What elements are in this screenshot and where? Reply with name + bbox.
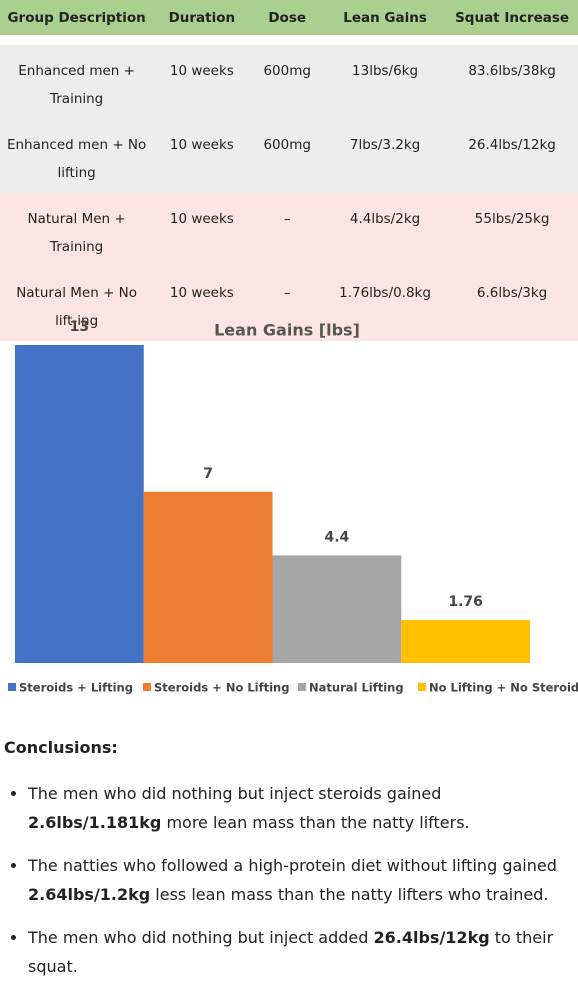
table-cell: 7lbs/3.2kg xyxy=(323,119,447,193)
data-label: 4.4 xyxy=(324,529,349,545)
table-cell: 13lbs/6kg xyxy=(323,45,447,119)
text: more lean mass than the natty lifters. xyxy=(161,813,470,832)
spacer xyxy=(0,35,578,45)
conclusion-item: The natties who followed a high-protein … xyxy=(28,851,578,909)
table-cell: 4.4lbs/2kg xyxy=(323,193,447,267)
header-cell: Squat Increase xyxy=(446,0,578,35)
legend-swatch xyxy=(8,683,16,691)
conclusions-heading: Conclusions: xyxy=(4,738,118,757)
table-cell: 10 weeks xyxy=(153,119,251,193)
legend-swatch xyxy=(298,683,306,691)
header-cell: Lean Gains xyxy=(323,0,447,35)
bar xyxy=(143,491,273,663)
conclusion-item: The men who did nothing but inject stero… xyxy=(28,779,578,837)
chart-title: Lean Gains [lbs] xyxy=(214,321,360,340)
spacer-cell xyxy=(0,35,578,45)
table-cell: 10 weeks xyxy=(153,193,251,267)
table-row: Natural Men + No lift-ing 10 weeks –1.76lb… xyxy=(0,267,578,341)
legend-label: Natural Lifting xyxy=(309,681,404,695)
table-cell: 600mg xyxy=(250,45,324,119)
data-label: 7 xyxy=(203,466,213,482)
legend-label: Steroids + No Lifting xyxy=(154,681,289,695)
text: to their squat. xyxy=(28,928,554,976)
table-cell: 600mg xyxy=(250,119,324,193)
header-cell: Dose xyxy=(250,0,324,35)
bold-text: 26.4lbs/12kg xyxy=(373,928,490,947)
text: less lean mass than the natty lifters wh… xyxy=(150,885,549,904)
table-cell: – xyxy=(250,267,324,341)
header-row: Group Description Duration Dose Lean Gains S… xyxy=(0,0,578,35)
table-cell: 1.76lbs/0.8kg xyxy=(323,267,447,341)
bold-text: 2.6lbs/1.181kg xyxy=(28,813,162,832)
data-label: 13 xyxy=(70,319,89,335)
conclusion-item: The men who did nothing but inject added… xyxy=(28,923,578,981)
table-cell: 83.6lbs/38kg xyxy=(446,45,578,119)
text: The men who did nothing but inject added xyxy=(28,928,374,947)
bar xyxy=(272,555,402,663)
data-label: 1.76 xyxy=(448,594,483,610)
table-cell: Natural Men + Training xyxy=(0,193,154,267)
table-cell: 26.4lbs/12kg xyxy=(446,119,578,193)
table-row: Enhanced men + Training 10 weeks 600mg 13lb… xyxy=(0,45,578,119)
table-cell: 6.6lbs/3kg xyxy=(446,267,578,341)
conclusions-list: The men who did nothing but inject stero… xyxy=(0,779,578,981)
comparison-table: Group Description Duration Dose Lean Gains S… xyxy=(0,0,578,341)
table-cell: – xyxy=(250,193,324,267)
table-row: Enhanced men + No lifting 10 weeks 600mg 7l… xyxy=(0,119,578,193)
table-cell: Enhanced men + Training xyxy=(0,45,154,119)
header-cell: Duration xyxy=(153,0,251,35)
table-cell: Enhanced men + No lifting xyxy=(0,119,154,193)
table-cell: 10 weeks xyxy=(153,267,251,341)
table-cell: Natural Men + No lift-ing xyxy=(0,267,154,341)
table-row: Natural Men + Training 10 weeks –4.4lbs/2k… xyxy=(0,193,578,267)
legend-label: No Lifting + No Steroids xyxy=(429,681,578,695)
header-cell: Group Description xyxy=(0,0,154,35)
table-cell: 10 weeks xyxy=(153,45,251,119)
bar xyxy=(15,345,144,663)
bar xyxy=(401,619,530,663)
bold-text: 2.64lbs/1.2kg xyxy=(28,885,151,904)
conclusions: Conclusions: The men who did nothing but… xyxy=(0,738,578,995)
text: The natties who followed a high-protein … xyxy=(28,856,557,875)
chart: Lean Gains [lbs] 13 7 4.4 1.76 Steroids + Li… xyxy=(8,319,578,695)
table-cell: 55lbs/25kg xyxy=(446,193,578,267)
legend-swatch xyxy=(143,683,151,691)
text: The men who did nothing but inject stero… xyxy=(28,784,442,803)
legend-swatch xyxy=(418,683,426,691)
legend-label: Steroids + Lifting xyxy=(19,681,133,695)
